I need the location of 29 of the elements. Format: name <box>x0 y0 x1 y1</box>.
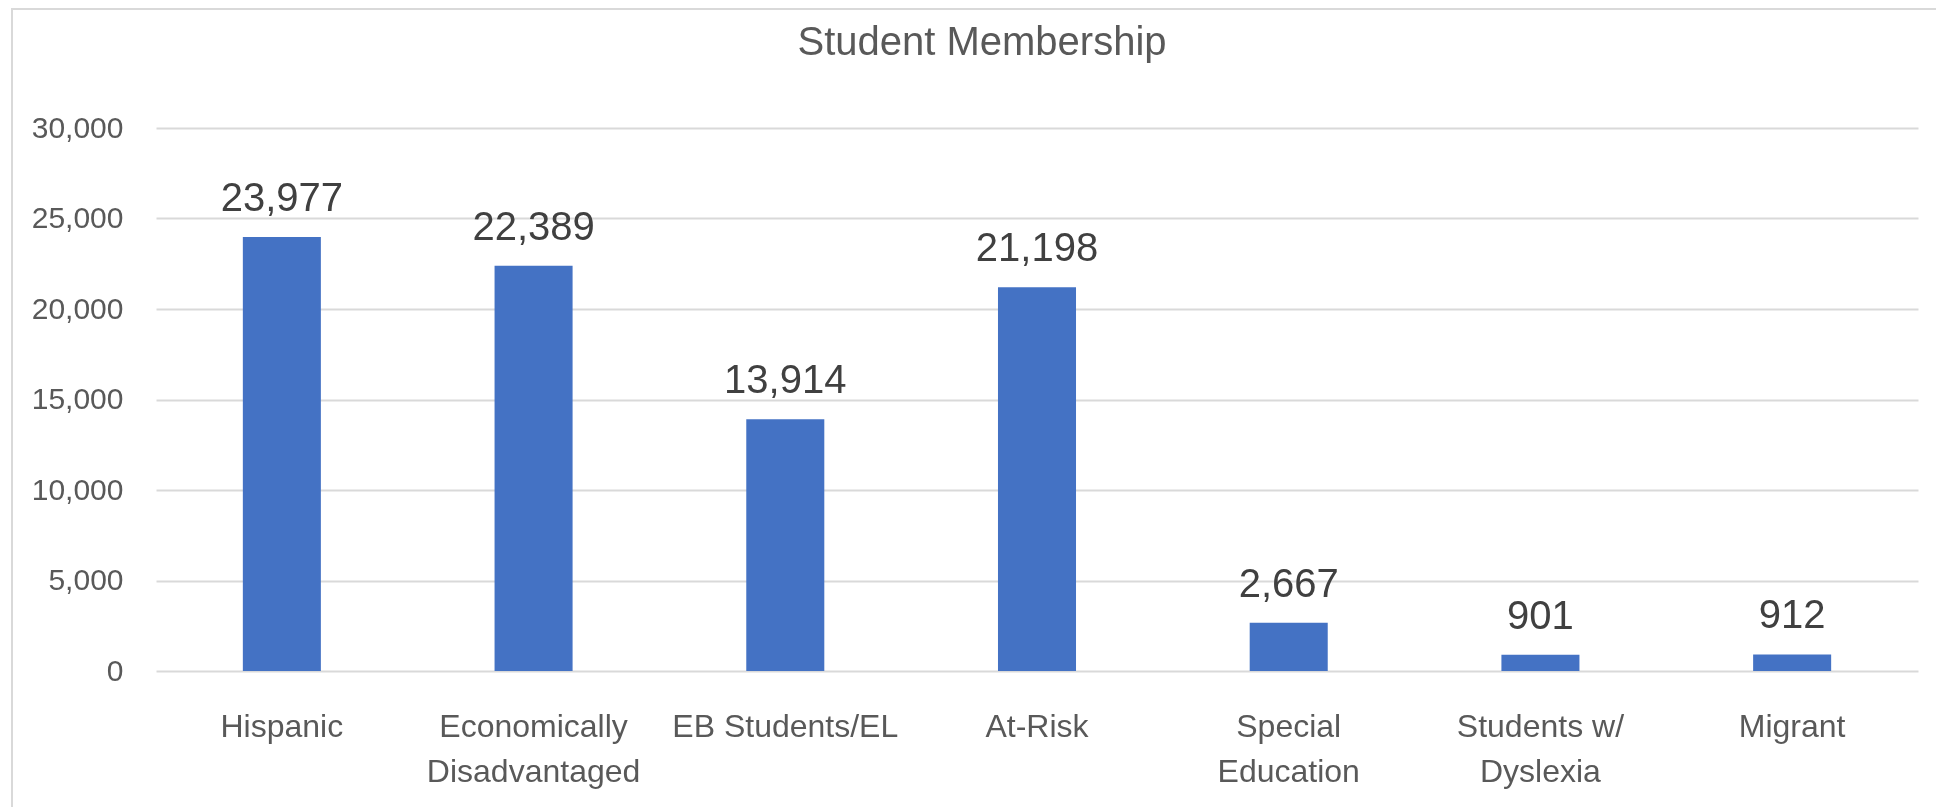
bar <box>1501 654 1580 671</box>
y-tick-label: 20,000 <box>31 291 124 325</box>
data-label: 13,914 <box>724 357 847 402</box>
data-label: 21,198 <box>975 225 1099 270</box>
x-tick-label: Economically Disadvantaged <box>426 707 641 789</box>
bar <box>997 287 1077 671</box>
x-tick-label: Special Education <box>1217 707 1360 789</box>
y-tick-label: 5,000 <box>48 563 124 596</box>
y-tick-label: 25,000 <box>31 201 124 234</box>
data-label: 901 <box>1507 592 1574 637</box>
y-tick-label: 10,000 <box>31 472 124 506</box>
y-tick-label: 15,000 <box>31 382 124 415</box>
x-tick-label: Hispanic <box>220 707 344 744</box>
y-tick-label: 30,000 <box>31 110 124 144</box>
bar <box>242 237 321 671</box>
x-tick-label: Migrant <box>1738 707 1846 744</box>
x-tick-label: Students w/ Dyslexia <box>1456 707 1625 789</box>
data-label: 23,977 <box>220 175 344 220</box>
bar <box>494 265 573 671</box>
bar <box>1249 622 1328 671</box>
chart-title: Student Membership <box>797 19 1167 63</box>
x-tick-label: EB Students/EL <box>672 707 899 744</box>
x-tick-label: At-Risk <box>985 707 1090 744</box>
bar <box>1753 654 1832 671</box>
data-label: 2,667 <box>1238 560 1339 605</box>
bar <box>746 419 825 671</box>
y-tick-label: 0 <box>106 653 124 687</box>
data-label: 912 <box>1758 592 1826 637</box>
data-label: 22,389 <box>472 203 595 248</box>
